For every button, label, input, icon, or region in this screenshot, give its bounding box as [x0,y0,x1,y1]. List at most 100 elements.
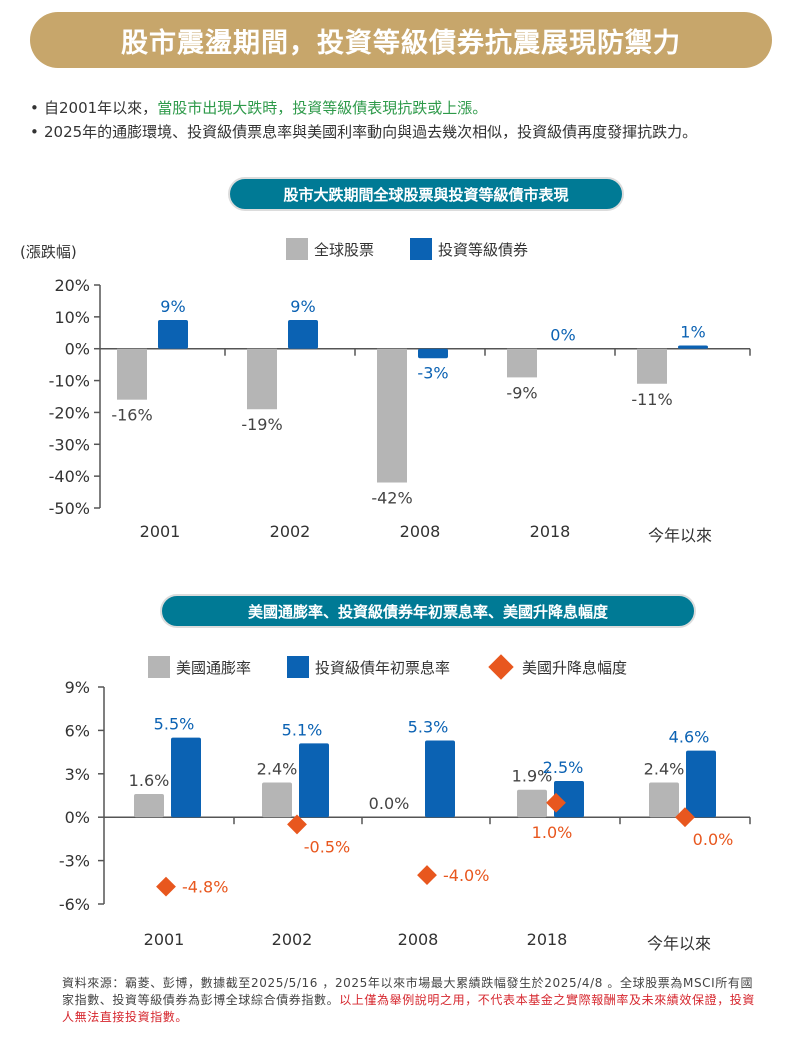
bullet-dot: • [30,123,39,141]
legend-label: 全球股票 [314,240,375,259]
data-label: 9% [160,297,185,316]
legend-label: 美國通膨率 [176,658,252,677]
legend-swatch-blue [287,656,310,678]
bar-global-equity [507,348,537,378]
data-label: 1.9% [512,767,553,786]
x-tick-label: 2002 [270,522,311,541]
x-tick-label: 2002 [272,930,313,949]
data-label: -16% [111,406,152,425]
legend-label: 投資級債年初票息率 [315,658,451,677]
legend-label: 美國升降息幅度 [522,658,628,677]
y-tick-label: -10% [49,372,90,391]
title-banner: 股市震盪期間，投資等級債券抗震展現防禦力 [30,12,772,68]
diamond-rate-change [156,876,176,897]
bar-us-inflation [517,789,547,818]
legend-item: 全球股票 [286,238,374,260]
y-tick-label: 20% [54,276,90,295]
x-tick-label: 2001 [144,930,185,949]
bar-ig-bond [158,320,188,349]
page-title: 股市震盪期間，投資等級債券抗震展現防禦力 [121,27,681,59]
bar-global-equity [247,348,277,410]
bar-global-equity [377,348,407,483]
y-tick-label: -30% [49,435,90,454]
legend-item: 美國通膨率 [148,656,251,678]
data-label: 0.0% [693,830,734,849]
legend-item: 投資級債年初票息率 [287,656,450,678]
legend-item: 投資等級債券 [410,238,528,260]
y-tick-label: 6% [65,721,90,740]
y-tick-label: 3% [65,765,90,784]
y-tick-label: -3% [59,852,90,871]
bar-global-equity [637,348,667,384]
bullet-highlight: 當股市出現大跌時，投資等級債表現抗跌或上漲。 [157,99,488,117]
data-label: -11% [631,390,672,409]
bullet-list: • 自2001年以來，當股市出現大跌時，投資等級債表現抗跌或上漲。 • 2025… [30,96,775,144]
legend-swatch-gray [286,238,308,260]
diamond-rate-change [287,814,307,835]
bar-global-equity [117,348,147,400]
y-tick-label: 0% [65,808,90,827]
y-tick-label: -50% [49,499,90,518]
data-label: 0.0% [369,794,410,813]
footer-note: 資料來源：霸菱、彭博，數據截至2025/5/16 ，2025年以來市場最大累績跌… [62,975,762,1026]
data-label: 2.4% [644,759,685,778]
bullet-text: 自2001年以來， [44,99,158,117]
chart2-title: 美國通膨率、投資級債券年初票息率、美國升降息幅度 [160,594,696,628]
data-label: 1.0% [532,823,573,842]
data-label: -4.8% [182,878,228,897]
x-tick-label: 2018 [527,930,568,949]
footer-source: 資料來源：霸菱、彭博，數據截至2025/5/16 ，2025年以來市場最大累績跌… [62,976,754,1007]
data-label: -42% [371,489,412,508]
footer-disclaimer: 以上僅為舉例說明之用，不代表本基金之實際報酬率及未來績效保證，投資人無法直接投資… [62,993,756,1024]
bar-ig-bond [678,345,708,349]
y-tick-label: 10% [54,308,90,327]
legend-swatch-blue [410,238,433,260]
chart2-legend: 美國通膨率 投資級債年初票息率 美國升降息幅度 [148,654,663,680]
data-label: 2.5% [543,758,584,777]
data-label: -0.5% [304,837,350,856]
data-label: -9% [506,383,537,402]
data-label: 5.3% [408,718,449,737]
data-label: 5.5% [154,715,195,734]
chart1-title: 股市大跌期間全球股票與投資等級債市表現 [228,177,624,211]
bar-us-inflation [262,782,292,818]
data-label: -4.0% [443,866,489,885]
x-tick-label: 今年以來 [648,526,712,545]
data-label: 1.6% [129,771,170,790]
chart1-legend: 全球股票 投資等級債券 [286,238,564,260]
y-tick-label: 0% [65,340,90,359]
data-label: 2.4% [257,759,298,778]
bar-us-inflation [134,794,164,818]
data-label: 4.6% [669,728,710,747]
bar-ig-bond [288,320,318,349]
data-label: 5.1% [282,720,323,739]
data-label: 0% [550,326,575,345]
chart1-unit-label: (漲跌幅) [20,243,77,261]
x-tick-label: 2008 [398,930,439,949]
legend-label: 投資等級債券 [438,240,529,259]
bullet-item: • 2025年的通膨環境、投資級債票息率與美國利率動向與過去幾次相似，投資級債再… [30,120,775,144]
y-tick-label: -40% [49,467,90,486]
data-label: 9% [290,297,315,316]
bullet-text: 2025年的通膨環境、投資級債票息率與美國利率動向與過去幾次相似，投資級債再度發… [44,123,698,141]
bar-ig-coupon [171,737,201,818]
bar-ig-coupon [299,743,329,818]
data-label: -3% [417,363,448,382]
bar-us-inflation [649,782,679,818]
bullet-item: • 自2001年以來，當股市出現大跌時，投資等級債表現抗跌或上漲。 [30,96,775,120]
y-tick-label: -20% [49,403,90,422]
x-tick-label: 2001 [140,522,181,541]
y-tick-label: -6% [59,895,90,914]
data-label: -19% [241,415,282,434]
diamond-rate-change [546,792,566,813]
bar-ig-coupon [425,740,455,818]
legend-swatch-gray [148,656,170,678]
x-tick-label: 今年以來 [647,934,711,953]
x-tick-label: 2018 [530,522,571,541]
y-tick-label: 9% [65,678,90,697]
bar-ig-coupon [686,750,716,818]
x-tick-label: 2008 [400,522,441,541]
bullet-dot: • [30,99,39,117]
bar-ig-coupon [554,781,584,818]
